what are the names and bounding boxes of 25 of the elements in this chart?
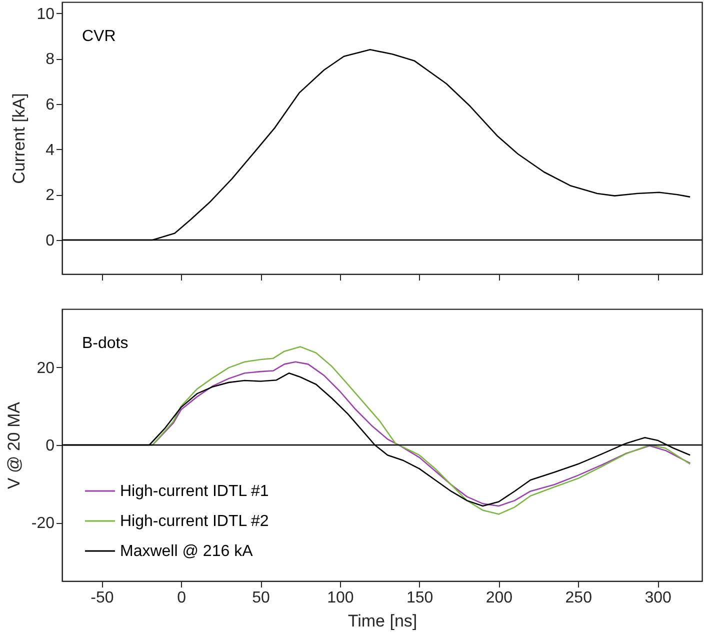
x-tick-label: 100 <box>327 590 354 606</box>
y-tick-label: -20 <box>31 515 55 532</box>
y-axis-title: V @ 20 MA <box>4 401 24 490</box>
annotation: CVR <box>82 28 116 45</box>
x-tick-label: 300 <box>644 590 672 606</box>
x-tick-label: -50 <box>90 590 114 606</box>
legend-label: High-current IDTL #1 <box>120 483 269 500</box>
y-tick-label: 0 <box>46 232 55 250</box>
legend-label: Maxwell @ 216 kA <box>120 543 254 560</box>
x-tick-label: 50 <box>252 590 270 606</box>
y-tick-label: 10 <box>36 6 55 23</box>
x-axis-title: Time [ns] <box>348 612 418 630</box>
y-tick-label: 8 <box>46 51 55 68</box>
x-tick-label: 150 <box>406 590 434 606</box>
y-tick-label: 2 <box>46 187 55 204</box>
y-tick-label: 0 <box>46 438 55 454</box>
x-tick-label: 200 <box>486 590 513 606</box>
y-axis-title: Current [kA] <box>10 93 29 184</box>
x-tick-label: 0 <box>177 590 186 606</box>
legend-label: High-current IDTL #2 <box>120 513 269 530</box>
y-tick-label: 4 <box>46 142 55 159</box>
annotation: B-dots <box>82 335 128 352</box>
y-tick-label: 20 <box>36 360 55 377</box>
y-tick-label: 6 <box>46 96 55 114</box>
x-tick-label: 250 <box>565 590 592 606</box>
